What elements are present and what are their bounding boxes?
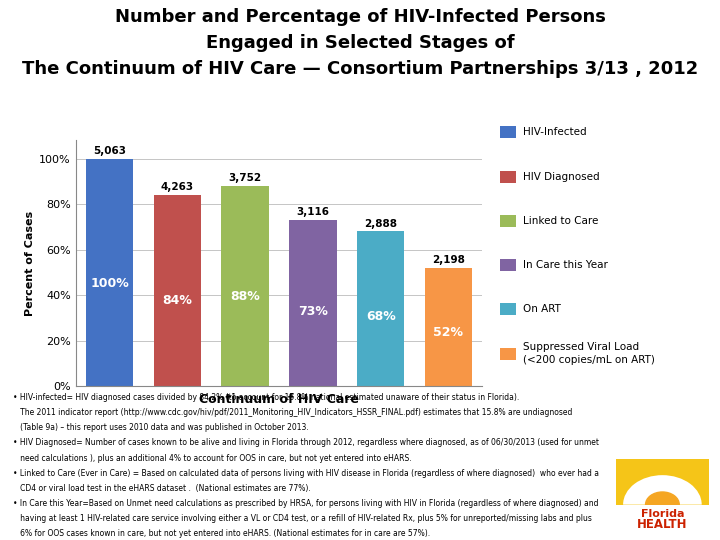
Bar	[221, 186, 269, 386]
Circle shape	[646, 492, 679, 517]
Text: 88%: 88%	[230, 289, 260, 302]
Text: having at least 1 HIV-related care service involving either a VL or CD4 test, or: having at least 1 HIV-related care servi…	[13, 514, 592, 523]
Text: 6% for OOS cases known in care, but not yet entered into eHARS. (National estima: 6% for OOS cases known in care, but not …	[13, 529, 430, 538]
Text: • In Care this Year=Based on Unmet need calculations as prescribed by HRSA, for : • In Care this Year=Based on Unmet need …	[13, 499, 598, 508]
Bar	[357, 232, 405, 386]
Text: On ART: On ART	[523, 305, 562, 314]
Text: HIV-Infected: HIV-Infected	[523, 127, 587, 137]
Text: The Continuum of HIV Care — Consortium Partnerships 3/13 , 2012: The Continuum of HIV Care — Consortium P…	[22, 60, 698, 78]
Wedge shape	[623, 475, 702, 504]
Text: The 2011 indicator report (http://www.cdc.gov/hiv/pdf/2011_Monitoring_HIV_Indica: The 2011 indicator report (http://www.cd…	[13, 408, 572, 417]
Text: 2,888: 2,888	[364, 219, 397, 228]
Text: In Care this Year: In Care this Year	[523, 260, 608, 270]
Bar	[289, 220, 337, 386]
FancyBboxPatch shape	[616, 504, 709, 529]
Text: Suppressed Viral Load: Suppressed Viral Load	[523, 342, 639, 352]
Text: 3,752: 3,752	[228, 173, 261, 183]
X-axis label: Continuum of HIV Care: Continuum of HIV Care	[199, 393, 359, 406]
Text: (<200 copies/mL on ART): (<200 copies/mL on ART)	[523, 355, 655, 365]
Bar	[86, 159, 133, 386]
Text: Florida: Florida	[641, 509, 684, 519]
Text: 73%: 73%	[298, 305, 328, 318]
Text: need calculations ), plus an additional 4% to account for OOS in care, but not y: need calculations ), plus an additional …	[13, 454, 412, 463]
Bar	[425, 268, 472, 386]
Text: 2,198: 2,198	[432, 255, 465, 265]
Text: CD4 or viral load test in the eHARS dataset .  (National estimates are 77%).: CD4 or viral load test in the eHARS data…	[13, 484, 311, 493]
Text: HIV Diagnosed: HIV Diagnosed	[523, 172, 600, 181]
Text: • HIV Diagnosed= Number of cases known to be alive and living in Florida through: • HIV Diagnosed= Number of cases known t…	[13, 438, 599, 448]
Text: Engaged in Selected Stages of: Engaged in Selected Stages of	[206, 34, 514, 52]
Text: Linked to Care: Linked to Care	[523, 216, 599, 226]
Bar	[153, 195, 201, 386]
Text: 5,063: 5,063	[93, 146, 126, 156]
Text: • HIV-infected= HIV diagnosed cases divided by 84.2% (to account for 15.8% natio: • HIV-infected= HIV diagnosed cases divi…	[13, 393, 519, 402]
Text: 68%: 68%	[366, 310, 395, 323]
Text: (Table 9a) – this report uses 2010 data and was published in October 2013.: (Table 9a) – this report uses 2010 data …	[13, 423, 309, 433]
Text: HEALTH: HEALTH	[637, 518, 688, 531]
Text: 4,263: 4,263	[161, 183, 194, 192]
Text: 84%: 84%	[163, 294, 192, 307]
Text: Number and Percentage of HIV-Infected Persons: Number and Percentage of HIV-Infected Pe…	[114, 8, 606, 26]
Text: 52%: 52%	[433, 326, 464, 339]
Y-axis label: Percent of Cases: Percent of Cases	[25, 211, 35, 316]
Text: • Linked to Care (Ever in Care) = Based on calculated data of persons living wit: • Linked to Care (Ever in Care) = Based …	[13, 469, 599, 478]
FancyBboxPatch shape	[616, 459, 709, 504]
Text: 100%: 100%	[90, 277, 129, 290]
Text: 3,116: 3,116	[297, 207, 329, 217]
